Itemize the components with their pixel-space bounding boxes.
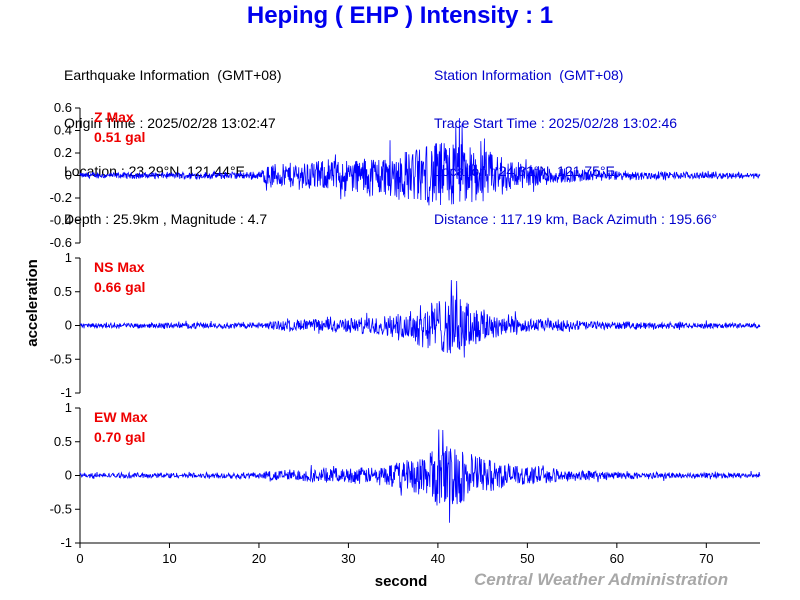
distance-azimuth: Distance : 117.19 km, Back Azimuth : 195…	[434, 211, 718, 227]
trace-start-time: Trace Start Time : 2025/02/28 13:02:46	[434, 115, 678, 131]
x-tick-label: 0	[76, 551, 83, 566]
x-tick-label: 70	[699, 551, 713, 566]
y-tick-label: -0.6	[50, 235, 72, 250]
component-max-value: 0.70 gal	[94, 429, 145, 445]
earthquake-info: Earthquake Information (GMT+08) Origin T…	[64, 35, 282, 243]
x-tick-label: 10	[162, 551, 176, 566]
earthquake-info-heading: Earthquake Information (GMT+08)	[64, 67, 282, 83]
waveform-z	[79, 118, 761, 206]
y-tick-label: 0	[65, 468, 72, 483]
component-max-label: EW Max	[94, 409, 148, 425]
component-max-label: Z Max	[94, 109, 134, 125]
component-max-label: NS Max	[94, 259, 145, 275]
y-tick-label: 0.5	[54, 434, 72, 449]
y-tick-label: 0.6	[54, 100, 72, 115]
component-max-value: 0.51 gal	[94, 129, 145, 145]
y-tick-label: 1	[65, 250, 72, 265]
y-axis-label: acceleration	[24, 259, 41, 347]
y-tick-label: 0.2	[54, 145, 72, 160]
x-tick-label: 40	[431, 551, 445, 566]
y-tick-label: 0	[65, 168, 72, 183]
component-max-value: 0.66 gal	[94, 279, 145, 295]
x-tick-label: 60	[610, 551, 624, 566]
y-tick-label: 0	[65, 318, 72, 333]
chart-title: Heping ( EHP ) Intensity : 1	[246, 2, 554, 29]
origin-time: Origin Time : 2025/02/28 13:02:47	[64, 115, 276, 131]
y-tick-label: -1	[60, 535, 72, 550]
y-tick-label: -1	[60, 385, 72, 400]
y-tick-label: 0.5	[54, 284, 72, 299]
y-tick-label: -0.2	[50, 190, 72, 205]
x-tick-label: 30	[341, 551, 355, 566]
x-tick-label: 50	[520, 551, 534, 566]
x-tick-label: 20	[252, 551, 266, 566]
y-tick-label: -0.4	[50, 213, 72, 228]
station-info-heading: Station Information (GMT+08)	[434, 67, 624, 83]
y-tick-label: 0.4	[54, 123, 72, 138]
x-axis-label: second	[375, 573, 428, 590]
waveform-ns	[79, 280, 761, 358]
depth-magnitude: Depth : 25.9km , Magnitude : 4.7	[64, 211, 268, 227]
y-tick-label: -0.5	[50, 351, 72, 366]
y-tick-label: 1	[65, 400, 72, 415]
agency-credit: Central Weather Administration	[474, 570, 729, 589]
waveform-ew	[79, 429, 761, 523]
y-tick-label: -0.5	[50, 501, 72, 516]
